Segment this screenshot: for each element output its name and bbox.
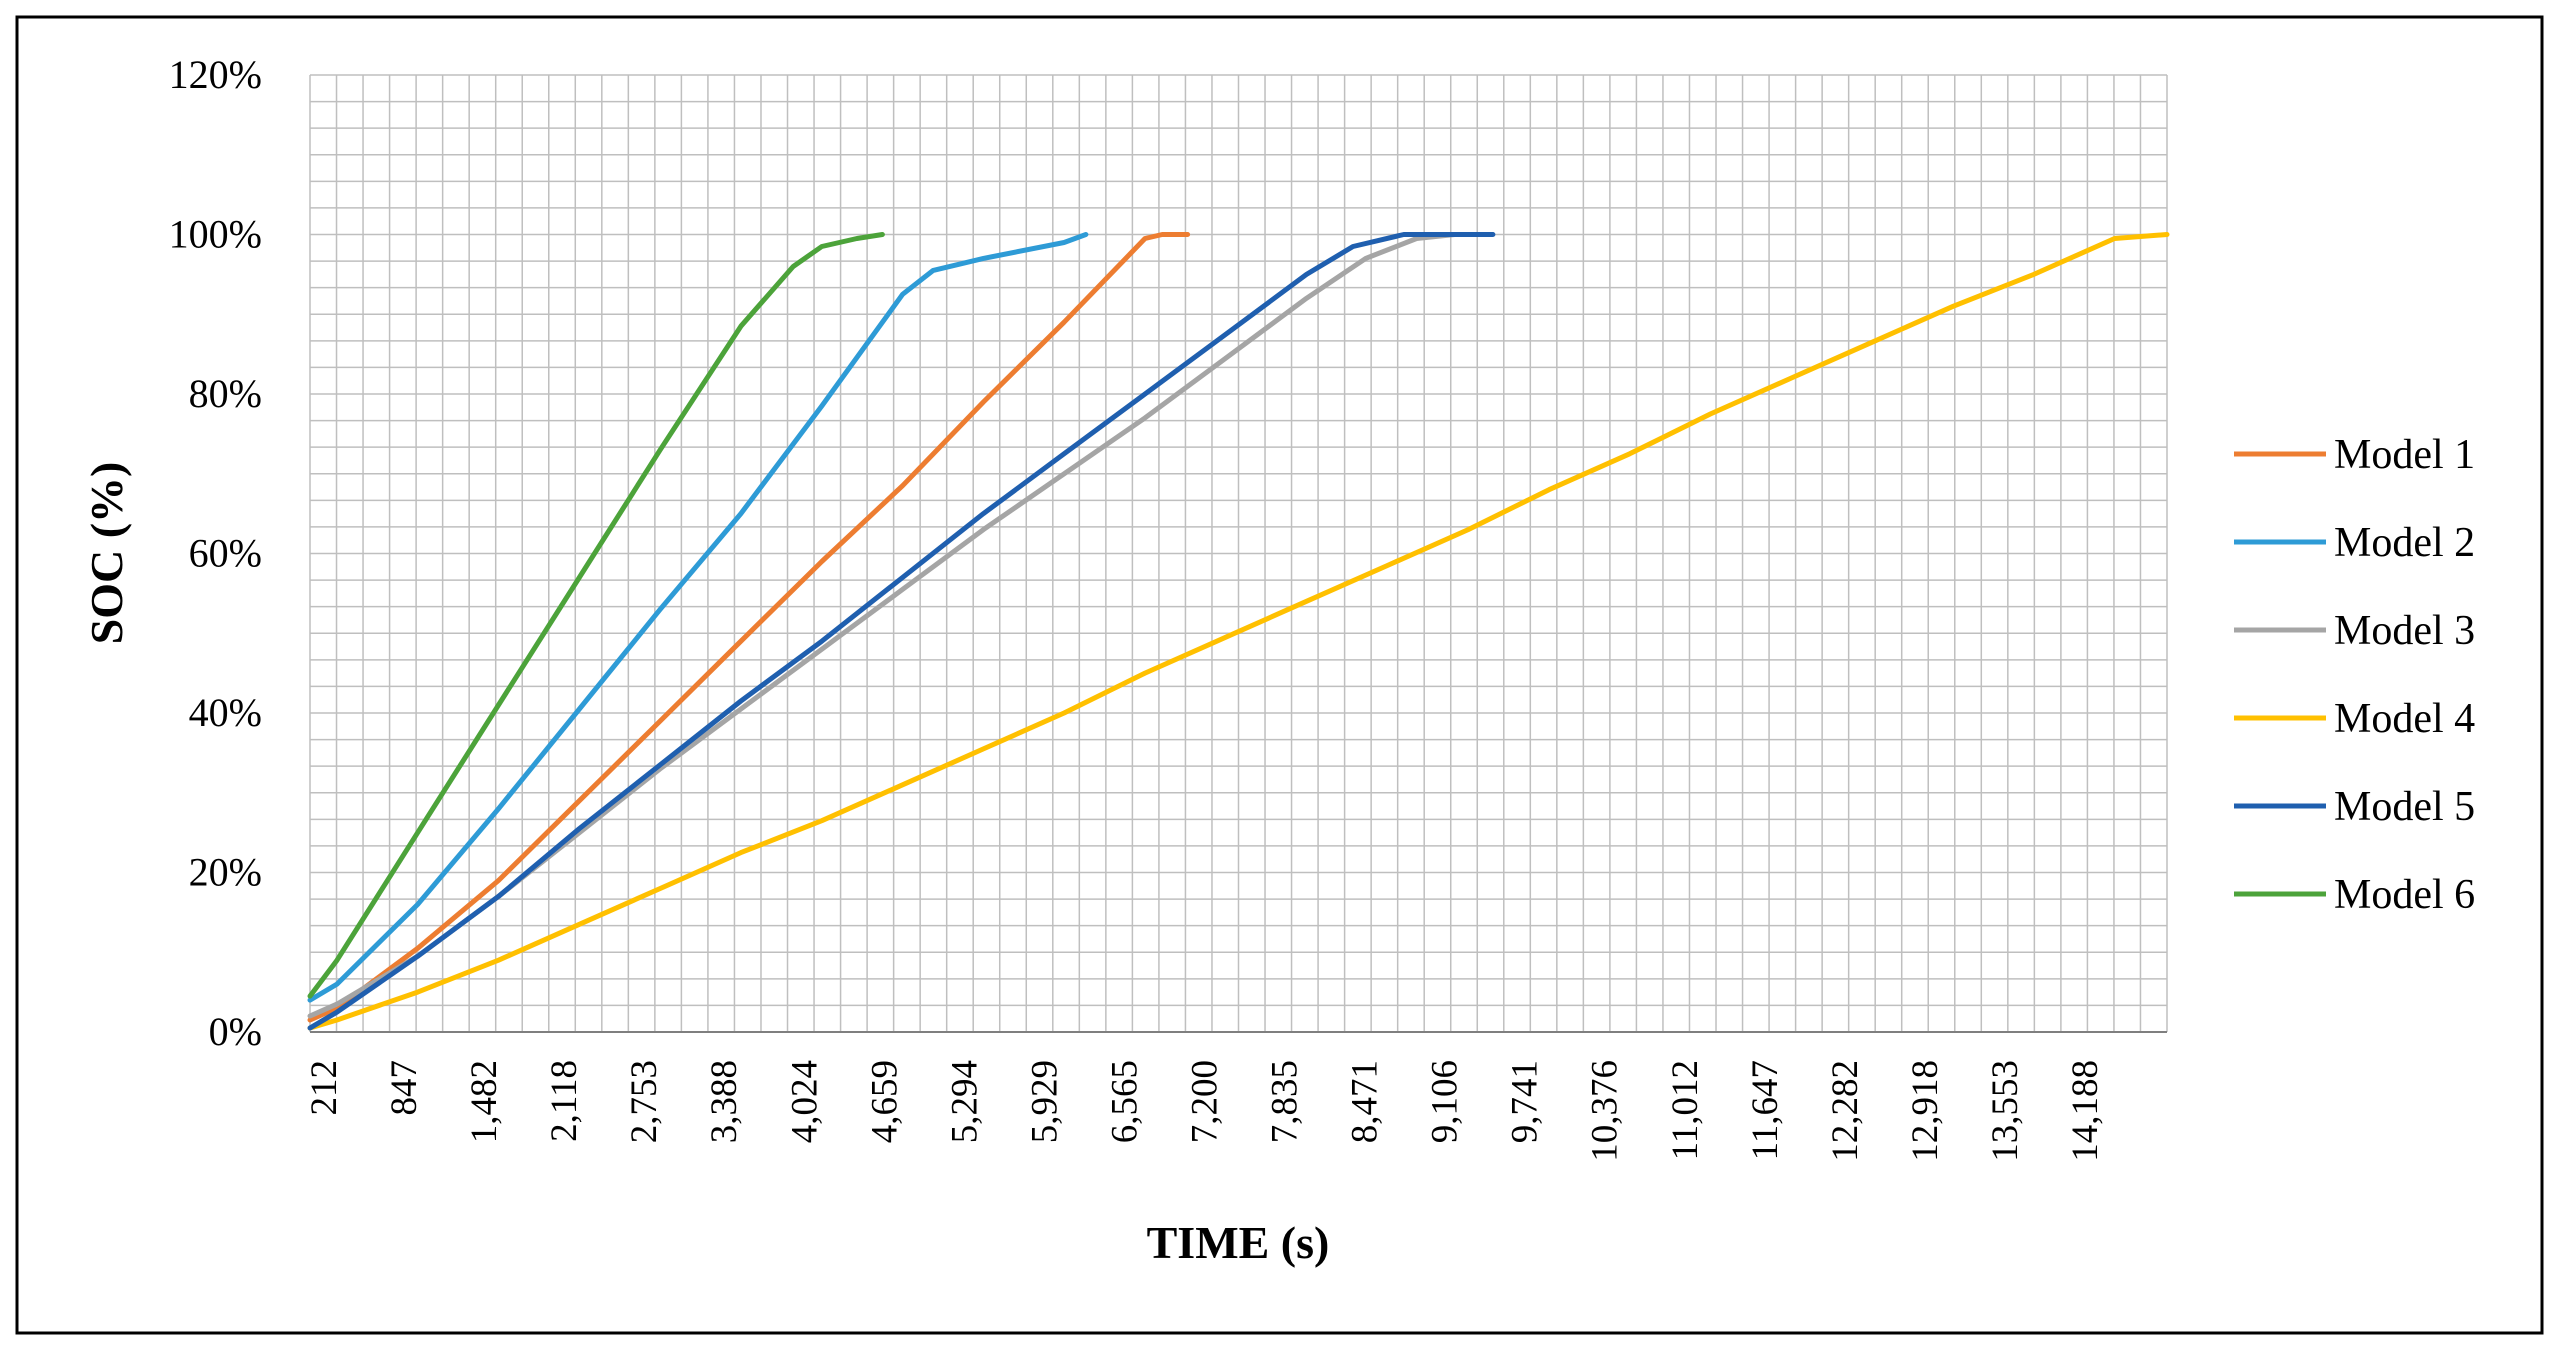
legend: Model 1 Model 2 Model 3 Model 4 Model 5 Model… [2234, 432, 2475, 918]
series-line-model-1 [307, 232, 1191, 1023]
y-tick-label: 100% [169, 212, 262, 257]
x-tick-label: 847 [384, 1060, 425, 1116]
x-tick-label: 9,106 [1425, 1060, 1466, 1143]
x-tick-label: 6,565 [1104, 1060, 1145, 1143]
x-tick-label: 5,929 [1024, 1060, 1065, 1143]
x-tick-label: 7,835 [1265, 1060, 1306, 1143]
x-tick-label: 11,012 [1665, 1060, 1706, 1160]
legend-label: Model 1 [2334, 432, 2475, 478]
x-tick-label: 12,918 [1905, 1060, 1946, 1162]
axes: 0% 20% 40% 60% 80% 100% 120% 212 847 1,482 2,118 2,… [169, 52, 2167, 1162]
y-tick-label: 80% [189, 371, 262, 416]
x-tick-label: 12,282 [1825, 1060, 1866, 1162]
x-tick-label: 14,188 [2065, 1060, 2106, 1162]
y-tick-label: 60% [189, 531, 262, 576]
x-tick-label: 9,741 [1505, 1060, 1546, 1143]
y-axis-title: SOC (%) [81, 462, 132, 645]
x-tick-label: 5,294 [944, 1060, 985, 1143]
legend-label: Model 3 [2334, 608, 2475, 654]
y-tick-label: 40% [189, 690, 262, 735]
x-tick-label: 7,200 [1185, 1060, 1226, 1143]
x-axis-title: TIME (s) [1147, 1217, 1330, 1268]
x-tick-label: 1,482 [464, 1060, 505, 1143]
series-lines [307, 232, 2170, 1031]
x-tick-label: 212 [304, 1060, 345, 1116]
x-tick-label: 4,024 [784, 1060, 825, 1143]
y-tick-label: 120% [169, 52, 262, 97]
legend-label: Model 4 [2334, 696, 2475, 742]
legend-label: Model 6 [2334, 872, 2475, 918]
series-line-model-6 [307, 232, 885, 999]
legend-label: Model 5 [2334, 784, 2475, 830]
x-tick-label: 4,659 [864, 1060, 905, 1143]
x-tick-label: 2,753 [624, 1060, 665, 1143]
x-tick-label: 3,388 [704, 1060, 745, 1143]
x-tick-label: 10,376 [1585, 1060, 1626, 1162]
y-tick-label: 20% [189, 850, 262, 895]
x-tick-label: 11,647 [1745, 1060, 1786, 1160]
series-line-model-5 [307, 232, 1496, 1031]
legend-label: Model 2 [2334, 520, 2475, 566]
x-tick-label: 2,118 [544, 1060, 585, 1142]
x-tick-label: 13,553 [1985, 1060, 2026, 1162]
series-line-model-2 [307, 232, 1089, 1003]
series-line-model-4 [307, 232, 2170, 1031]
y-tick-label: 0% [209, 1009, 262, 1054]
x-tick-label: 8,471 [1345, 1060, 1386, 1143]
